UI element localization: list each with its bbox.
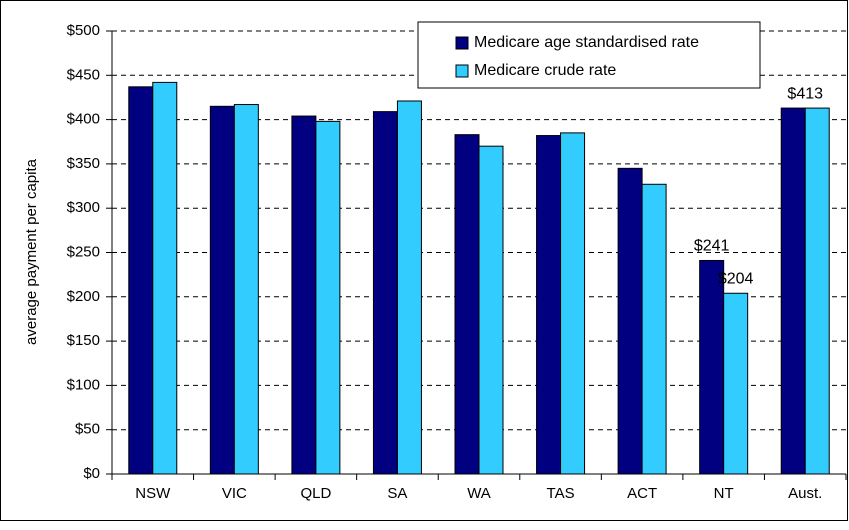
x-tick-label: TAS	[547, 485, 575, 502]
y-tick-label: $500	[67, 22, 100, 39]
y-tick-label: $50	[75, 421, 100, 438]
bar	[536, 135, 562, 475]
x-tick-label: NSW	[135, 485, 171, 502]
bar	[478, 145, 504, 475]
legend	[417, 21, 761, 89]
legend-swatch	[455, 36, 469, 50]
bar	[560, 132, 586, 475]
y-tick-label: $0	[83, 465, 100, 482]
y-tick-label: $350	[67, 155, 100, 172]
bar	[780, 107, 806, 475]
bar	[723, 292, 749, 475]
bar	[699, 259, 725, 475]
y-tick-label: $200	[67, 288, 100, 305]
x-tick-label: VIC	[222, 485, 247, 502]
x-tick-label: QLD	[300, 485, 331, 502]
bar	[291, 115, 317, 475]
bar	[233, 104, 259, 475]
y-tick-label: $300	[67, 199, 100, 216]
bar	[128, 86, 154, 475]
bar	[372, 111, 398, 475]
x-tick-label: ACT	[627, 485, 657, 502]
y-tick-label: $250	[67, 243, 100, 260]
x-tick-label: WA	[467, 485, 491, 502]
bar	[804, 107, 830, 475]
bar	[315, 120, 341, 475]
bar	[152, 81, 178, 475]
y-tick-label: $100	[67, 376, 100, 393]
bar	[396, 100, 422, 475]
legend-label: Medicare age standardised rate	[474, 34, 699, 51]
bar	[209, 105, 235, 475]
bar	[454, 134, 480, 475]
y-tick-label: $400	[67, 111, 100, 128]
x-tick-label: NT	[714, 485, 734, 502]
x-tick-label: SA	[387, 485, 407, 502]
legend-swatch	[455, 64, 469, 78]
legend-label: Medicare crude rate	[474, 62, 616, 79]
bar	[617, 167, 643, 475]
data-label: $413	[787, 85, 823, 102]
bar	[641, 183, 667, 475]
y-axis-title: average payment per capita	[23, 158, 40, 345]
data-label: $204	[718, 270, 754, 287]
y-tick-label: $150	[67, 332, 100, 349]
x-tick-label: Aust.	[788, 485, 822, 502]
data-label: $241	[694, 238, 730, 255]
y-tick-label: $450	[67, 66, 100, 83]
